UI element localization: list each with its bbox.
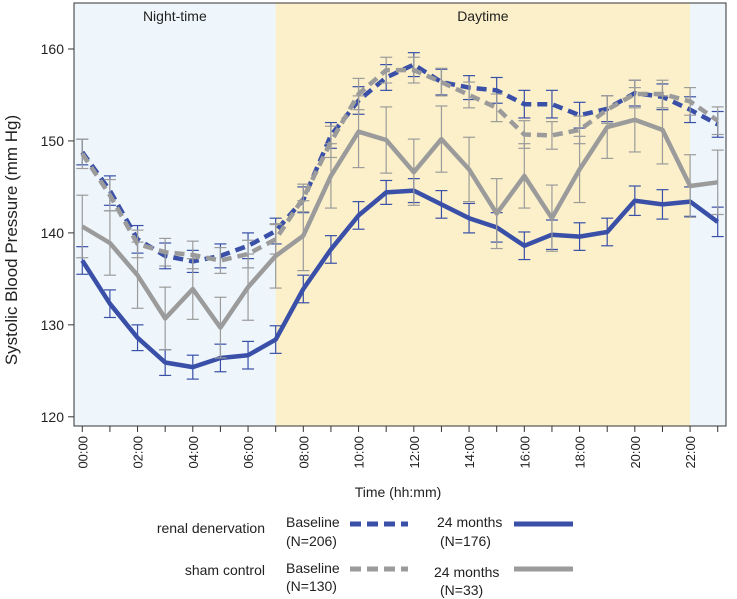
x-tick-label: 12:00 bbox=[407, 436, 422, 469]
legend-rdn-24m-label: 24 months bbox=[437, 514, 502, 530]
time-regions: Night-time Daytime bbox=[74, 3, 726, 426]
x-tick-label: 10:00 bbox=[352, 436, 367, 469]
legend-sham-24m-label: 24 months bbox=[434, 564, 499, 580]
x-tick-label: 14:00 bbox=[462, 436, 477, 469]
x-tick-label: 04:00 bbox=[186, 436, 201, 469]
axes: 120 130 140 150 160 00:00 02:00 04:00 06:00 08:00… bbox=[41, 41, 719, 469]
series-line-3 bbox=[81, 117, 718, 330]
y-tick-label: 160 bbox=[41, 41, 65, 57]
plot-border bbox=[73, 2, 727, 427]
y-tick-label: 140 bbox=[41, 225, 65, 241]
x-tick-label: 06:00 bbox=[241, 436, 256, 469]
legend-rdn-24m-n: (N=176) bbox=[440, 533, 491, 549]
x-tick-label: 16:00 bbox=[517, 436, 532, 469]
x-tick-label: 20:00 bbox=[628, 436, 643, 469]
y-tick-label: 120 bbox=[41, 409, 65, 425]
legend-group-label-sham: sham control bbox=[185, 562, 265, 578]
x-axis-label: Time (hh:mm) bbox=[355, 484, 442, 500]
region-label-1: Daytime bbox=[457, 8, 509, 24]
region-label-0: Night-time bbox=[143, 8, 207, 24]
region-band-1 bbox=[275, 3, 691, 426]
y-axis-label: Systolic Blood Pressure (mm Hg) bbox=[2, 115, 21, 365]
legend-rdn-baseline-label: Baseline bbox=[286, 514, 340, 530]
y-tick-label: 130 bbox=[41, 317, 65, 333]
legend-sham-baseline-label: Baseline bbox=[286, 560, 340, 576]
legend-sham-24m-n: (N=33) bbox=[440, 582, 483, 598]
series-layer bbox=[76, 52, 724, 380]
legend-rdn-baseline-n: (N=206) bbox=[286, 533, 337, 549]
x-tick-label: 00:00 bbox=[75, 436, 90, 469]
series-line-2 bbox=[80, 67, 719, 263]
plot-frame bbox=[73, 2, 727, 427]
legend: renal denervation Baseline (N=206) 24 mo… bbox=[157, 514, 573, 598]
series-3 bbox=[76, 86, 724, 359]
x-tick-label: 02:00 bbox=[131, 436, 146, 469]
x-tick-label: 08:00 bbox=[296, 436, 311, 469]
y-tick-label: 150 bbox=[41, 133, 65, 149]
x-tick-label: 18:00 bbox=[573, 436, 588, 469]
x-tick-label: 22:00 bbox=[683, 436, 698, 469]
series-line-1 bbox=[80, 188, 720, 370]
legend-sham-baseline-n: (N=130) bbox=[286, 578, 337, 594]
legend-group-label-renal: renal denervation bbox=[157, 520, 265, 536]
